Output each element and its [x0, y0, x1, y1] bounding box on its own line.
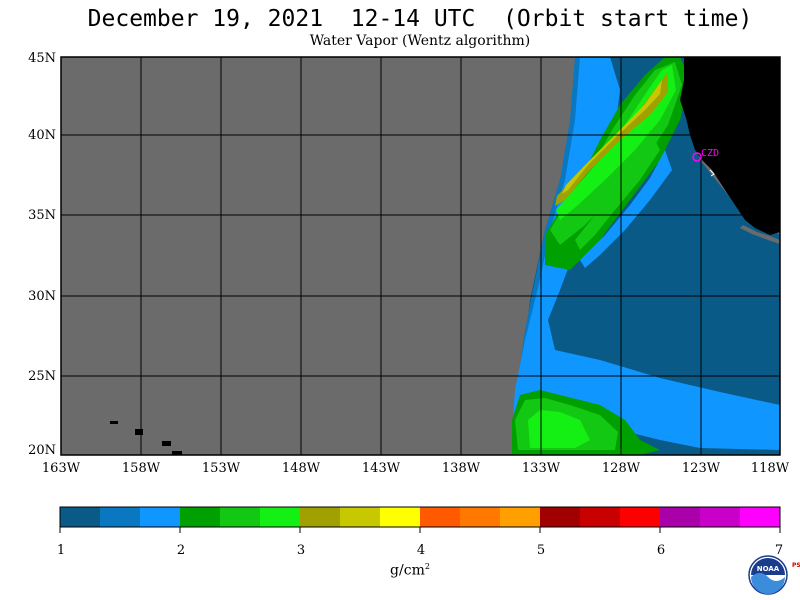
- colorbar-swatch: [540, 507, 581, 527]
- coast-tick: [709, 169, 715, 177]
- colorbar-tick-6: 6: [656, 543, 666, 558]
- lon-label-143w: 143W: [361, 461, 401, 476]
- wv-band-olive-core: [555, 72, 668, 206]
- colorbar-tick-7: 7: [774, 543, 784, 558]
- colorbar-tick-2: 2: [176, 543, 186, 558]
- colorbar-swatch: [500, 507, 541, 527]
- colorbar-swatch: [740, 507, 781, 527]
- colorbar-swatch: [140, 507, 181, 527]
- chart-subtitle: Water Vapor (Wentz algorithm): [309, 33, 531, 49]
- wv-band-yellow-core: [562, 80, 662, 194]
- wv-band-blue-streak: [580, 150, 672, 268]
- colorbar-swatch: [460, 507, 501, 527]
- lat-label-40n: 40N: [28, 128, 56, 143]
- station-dot: [692, 152, 702, 162]
- lon-label-158w: 158W: [121, 461, 161, 476]
- island: [110, 421, 118, 424]
- lon-label-128w: 128W: [601, 461, 641, 476]
- wv-band-blue-bright: [512, 57, 780, 450]
- lat-label-20n: 20N: [28, 443, 56, 458]
- colorbar-swatch: [340, 507, 381, 527]
- colorbar-swatch: [60, 507, 101, 527]
- island: [135, 429, 143, 435]
- coastal-no-data: [740, 225, 780, 244]
- colorbar-swatch: [100, 507, 141, 527]
- lat-label-35n: 35N: [28, 208, 56, 223]
- lon-label-118w: 118W: [750, 461, 790, 476]
- colorbar-swatch: [420, 507, 461, 527]
- wv-band-green-streak: [575, 130, 660, 250]
- colorbar-swatch: [180, 507, 221, 527]
- units-sup: 2: [424, 562, 430, 571]
- lon-label-133w: 133W: [521, 461, 561, 476]
- lon-label-138w: 138W: [441, 461, 481, 476]
- colorbar-swatch: [220, 507, 261, 527]
- lon-label-123w: 123W: [681, 461, 721, 476]
- station-label: CZD: [701, 148, 719, 159]
- lon-label-148w: 148W: [281, 461, 321, 476]
- colorbar-tick-1: 1: [56, 543, 66, 558]
- units-text: g/cm: [390, 562, 425, 579]
- plot-border: [60, 56, 781, 456]
- colorbar-swatch: [380, 507, 421, 527]
- chart-title: December 19, 2021 12-14 UTC (Orbit start…: [87, 6, 753, 32]
- island: [162, 441, 171, 446]
- island: [172, 451, 182, 455]
- psl-mark: PSL: [792, 562, 800, 569]
- colorbar-tick-4: 4: [416, 543, 426, 558]
- lon-label-163w: 163W: [41, 461, 81, 476]
- wv-band-green-south-3: [528, 410, 590, 448]
- colorbar-units: g/cm2: [380, 562, 440, 579]
- colorbar-swatch: [260, 507, 301, 527]
- noaa-logo: NOAA: [748, 555, 788, 595]
- lon-label-153w: 153W: [201, 461, 241, 476]
- colorbar-tick-5: 5: [536, 543, 546, 558]
- lat-label-45n: 45N: [28, 51, 56, 66]
- colorbar-tick-3: 3: [296, 543, 306, 558]
- grid: [61, 57, 780, 455]
- colorbar-swatch: [700, 507, 741, 527]
- land-mass: [680, 57, 780, 235]
- colorbar-swatch: [660, 507, 701, 527]
- lat-label-30n: 30N: [28, 289, 56, 304]
- station-marker: CZD: [692, 148, 719, 162]
- colorbar-swatch: [620, 507, 661, 527]
- colorbar-swatch: [580, 507, 621, 527]
- colorbar-swatch: [300, 507, 341, 527]
- lat-label-25n: 25N: [28, 369, 56, 384]
- colorbar: [59, 506, 781, 533]
- noaa-logo-text: NOAA: [757, 565, 780, 573]
